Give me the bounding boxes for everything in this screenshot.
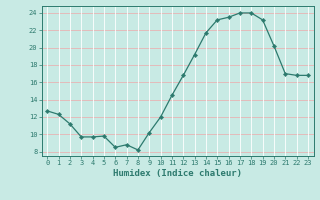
X-axis label: Humidex (Indice chaleur): Humidex (Indice chaleur) <box>113 169 242 178</box>
